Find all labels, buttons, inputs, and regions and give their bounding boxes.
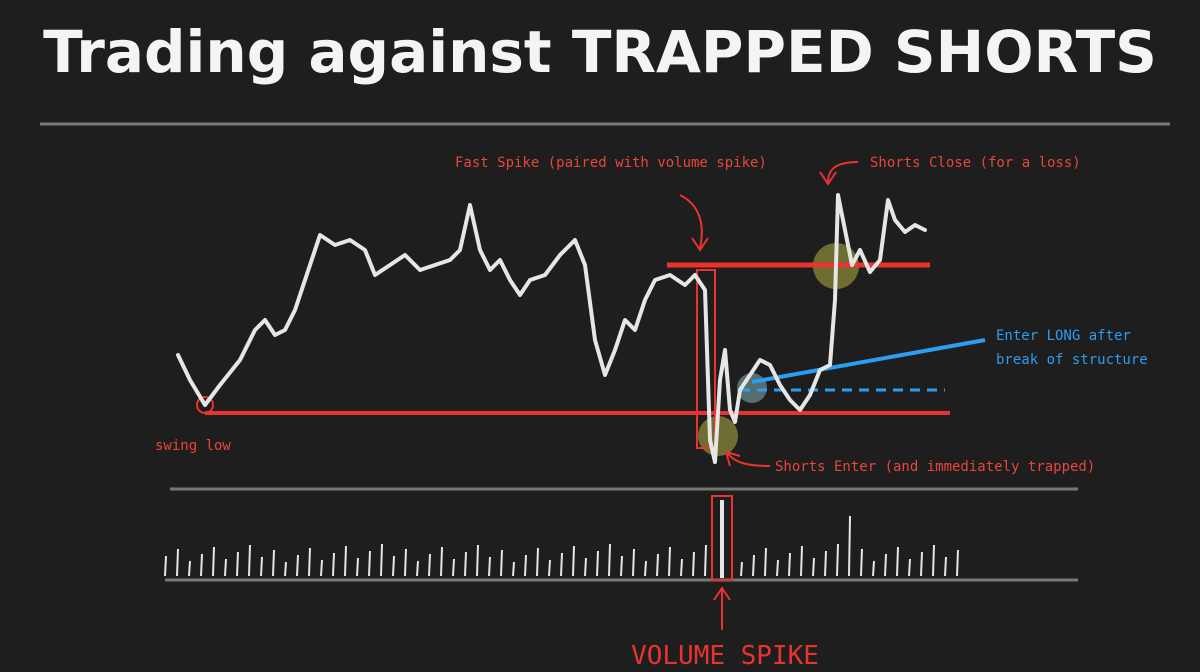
- volume-tick: [812, 557, 815, 577]
- volume-tick: [224, 558, 227, 577]
- volume-tick: [356, 557, 359, 577]
- volume-tick: [620, 555, 623, 577]
- annotation: Shorts Enter (and immediately trapped): [775, 459, 1095, 475]
- swing-low-marker: [196, 396, 214, 414]
- volume-tick: [788, 552, 791, 577]
- volume-tick: [464, 551, 467, 577]
- volume-tick: [896, 546, 899, 577]
- volume-tick: [392, 555, 395, 577]
- volume-tick: [440, 546, 443, 577]
- volume-tick: [632, 548, 635, 577]
- volume-tick: [656, 553, 659, 577]
- volume-tick: [584, 557, 587, 577]
- volume-tick: [560, 552, 563, 577]
- volume-tick: [308, 547, 311, 577]
- volume-tick: [536, 547, 539, 577]
- volume-tick: [344, 545, 347, 577]
- volume-tick: [164, 555, 167, 577]
- arrow: [724, 450, 771, 467]
- volume-tick: [848, 515, 851, 577]
- volume-tick: [596, 550, 599, 577]
- volume-tick: [188, 560, 191, 577]
- volume-tick: [836, 543, 839, 577]
- volume-tick: [908, 558, 911, 577]
- volume-tick: [668, 546, 671, 577]
- volume-tick: [956, 549, 959, 577]
- volume-tick: [272, 549, 275, 577]
- volume-tick: [428, 553, 431, 577]
- volume-tick: [884, 553, 887, 577]
- volume-tick: [176, 548, 179, 577]
- volume-tick: [260, 556, 263, 577]
- spike-box: [696, 269, 716, 449]
- volume-tick: [332, 552, 335, 577]
- volume-tick: [368, 550, 371, 577]
- volume-tick: [296, 554, 299, 577]
- volume-tick: [944, 556, 947, 577]
- volume-tick: [212, 546, 215, 577]
- volume-tick: [524, 554, 527, 577]
- volume-tick: [752, 554, 755, 577]
- volume-tick: [680, 558, 683, 577]
- volume-tick: [236, 551, 239, 577]
- annotation: Fast Spike (paired with volume spike): [455, 155, 767, 171]
- annotation: swing low: [155, 438, 231, 454]
- volume-tick: [572, 545, 575, 577]
- volume-tick: [872, 560, 875, 577]
- volume-tick: [704, 544, 707, 577]
- volume-tick: [692, 551, 695, 577]
- volume-tick: [452, 558, 455, 577]
- volume-tick: [404, 548, 407, 577]
- volume-tick: [380, 543, 383, 577]
- volume-tick: [932, 544, 935, 577]
- volume-tick: [644, 560, 647, 577]
- volume-tick: [860, 548, 863, 577]
- volume-tick: [320, 559, 323, 577]
- volume-tick: [512, 561, 515, 577]
- arrow: [819, 161, 859, 186]
- volume-tick: [740, 561, 743, 577]
- title: Trading against TRAPPED SHORTS: [43, 18, 1157, 86]
- volume-tick: [764, 547, 767, 577]
- volume-tick: [776, 559, 779, 577]
- volume-tick: [824, 550, 827, 577]
- annotation: break of structure: [996, 352, 1148, 368]
- annotation: Shorts Close (for a loss): [870, 155, 1081, 171]
- volume-tick: [284, 561, 287, 577]
- volume-tick: [200, 553, 203, 577]
- volume-spike-box: [711, 495, 733, 581]
- price-line: [176, 193, 927, 464]
- volume-tick: [920, 551, 923, 577]
- volume-tick: [608, 543, 611, 577]
- volume-tick: [800, 545, 803, 577]
- volume-label: VOLUME SPIKE: [631, 641, 819, 671]
- volume-bars: [164, 515, 959, 577]
- annotation: Enter LONG after: [996, 328, 1131, 344]
- volume-tick: [548, 559, 551, 577]
- arrow: [713, 586, 731, 630]
- volume-tick: [248, 544, 251, 577]
- entry-pointer: [751, 338, 986, 384]
- arrow: [679, 194, 709, 252]
- volume-tick: [500, 549, 503, 577]
- volume-tick: [416, 560, 419, 577]
- volume-tick: [488, 556, 491, 577]
- volume-tick: [476, 544, 479, 577]
